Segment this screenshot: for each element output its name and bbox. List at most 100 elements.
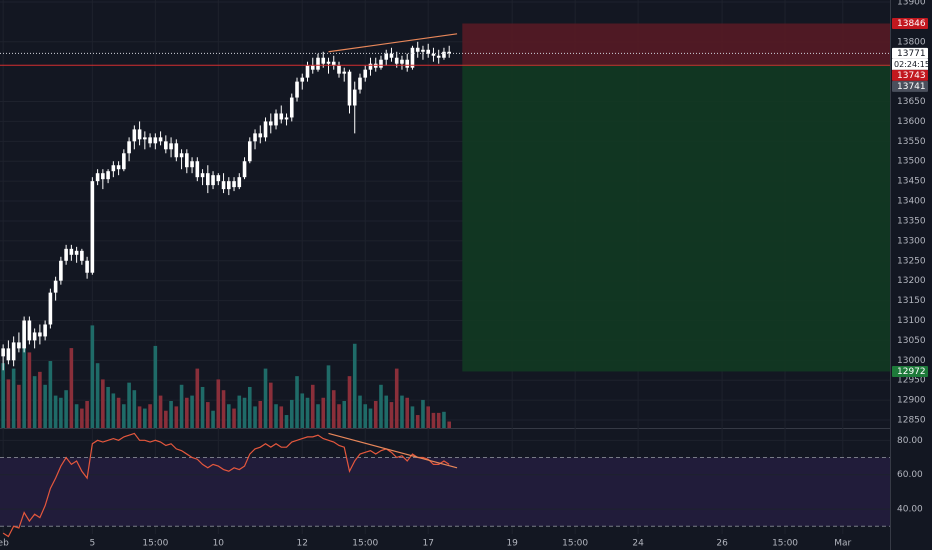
volume-bar: [289, 399, 294, 428]
volume-bar: [347, 376, 352, 428]
candle-body: [74, 250, 79, 255]
candle-body: [300, 77, 305, 82]
volume-bar: [137, 406, 142, 428]
candle-body: [11, 342, 16, 361]
y-tick-label: 13200: [897, 276, 926, 286]
candle-body: [211, 175, 215, 186]
candle-body: [132, 129, 137, 142]
volume-bar: [447, 421, 451, 428]
candle-body: [206, 173, 210, 186]
volume-bar: [27, 352, 32, 428]
candle-body: [127, 141, 131, 154]
volume-bar: [247, 386, 252, 428]
candle-body: [122, 153, 126, 170]
rsi-tick-label: 80.00: [897, 436, 923, 446]
candle-body: [431, 53, 436, 56]
countdown: 02:24:15: [894, 60, 930, 69]
candle-body: [268, 121, 273, 126]
volume-bar: [405, 397, 410, 428]
volume-bar: [69, 348, 74, 428]
candle-body: [394, 57, 399, 64]
volume-bar: [242, 397, 247, 428]
candle-body: [143, 137, 147, 140]
volume-bar: [206, 402, 210, 428]
candle-body: [263, 121, 268, 138]
rsi-line: [2, 432, 450, 538]
volume-bar: [436, 412, 441, 428]
volume-bar: [200, 386, 205, 428]
x-tick-label: 15:00: [772, 539, 798, 549]
volume-bar: [148, 404, 152, 428]
x-tick-label: 15:00: [142, 539, 168, 549]
candle-body: [179, 153, 184, 158]
price-label: 13771: [897, 49, 926, 59]
candle-body: [347, 71, 352, 106]
candle-body: [253, 133, 257, 142]
candle-body: [326, 61, 331, 64]
volume-bar: [95, 363, 100, 428]
candle-body: [6, 348, 11, 361]
volume-bar: [253, 406, 257, 428]
volume-bar: [263, 368, 268, 428]
y-tick-label: 13300: [897, 236, 926, 246]
candle-body: [247, 141, 252, 162]
candle-body: [295, 81, 299, 98]
volume-bar: [6, 379, 11, 428]
candle-body: [226, 181, 231, 190]
y-tick-label: 13900: [897, 0, 926, 7]
price-label-bg: [892, 69, 928, 81]
y-tick-label: 13500: [897, 157, 926, 167]
volume-bar: [64, 390, 68, 428]
candle-body: [53, 280, 58, 293]
candle-body: [289, 97, 294, 118]
price-label: 13743: [897, 71, 926, 81]
candle-body: [43, 324, 47, 337]
volume-bar: [310, 384, 315, 428]
candle-body: [363, 69, 368, 78]
price-label-bg: [892, 80, 928, 92]
rsi-band: [0, 457, 890, 527]
volume-bar: [363, 404, 368, 428]
candle-body: [116, 165, 121, 170]
candle-body: [111, 165, 116, 172]
volume-bar: [352, 343, 357, 428]
candle-body: [237, 177, 242, 188]
volume-bar: [190, 395, 194, 428]
y-tick-label: 12850: [897, 416, 926, 426]
candle-body: [95, 173, 100, 182]
volume-bar: [43, 384, 47, 428]
volume-bar: [22, 325, 26, 428]
candle-body: [342, 71, 347, 74]
volume-bar: [38, 371, 42, 428]
volume-bar: [373, 401, 378, 428]
volume-bar: [384, 395, 389, 428]
y-tick-label: 13150: [897, 296, 926, 306]
volume-bar: [394, 368, 399, 428]
y-tick-label: 13450: [897, 177, 926, 187]
x-tick-label: 24: [632, 539, 644, 549]
candle-body: [436, 55, 441, 58]
candle-body: [442, 51, 446, 58]
candle-body: [185, 153, 189, 168]
volume-bar: [232, 408, 236, 428]
volume-bar: [106, 386, 110, 428]
candle-body: [17, 342, 21, 349]
candle-body: [101, 173, 105, 180]
volume-bar: [211, 410, 215, 428]
volume-bar: [216, 379, 221, 428]
volume-bar: [59, 397, 63, 428]
candle-body: [331, 61, 336, 66]
volume-bar: [279, 406, 284, 428]
candle-body: [22, 320, 26, 349]
x-tick-label: 17: [422, 539, 433, 549]
candle-body: [274, 113, 278, 126]
candle-body: [242, 161, 247, 178]
rsi-tick-label: 40.00: [897, 505, 923, 515]
volume-bar: [48, 361, 53, 428]
volume-bar: [11, 368, 16, 428]
candle-body: [85, 260, 89, 273]
candle-body: [169, 143, 173, 150]
volume-bar: [379, 384, 383, 428]
y-tick-label: 13400: [897, 197, 926, 207]
price-label-bg: [892, 17, 928, 29]
